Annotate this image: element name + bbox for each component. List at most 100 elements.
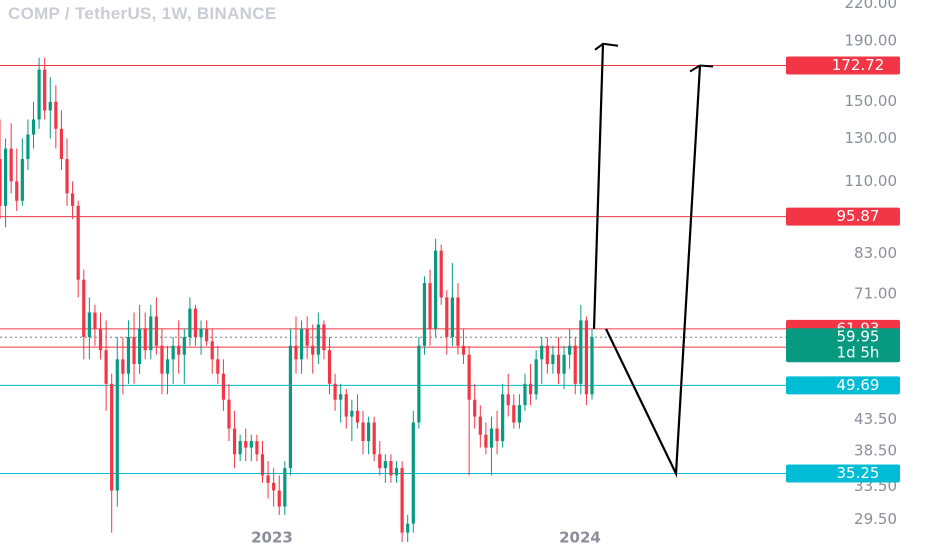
projection-arrow-dip xyxy=(605,65,702,478)
candle-body xyxy=(417,345,421,423)
candle-body xyxy=(154,316,158,346)
candle-body xyxy=(456,297,460,346)
candle-body xyxy=(394,468,399,476)
candle-body xyxy=(590,337,594,395)
candle-body xyxy=(551,354,555,365)
candle-body xyxy=(110,383,114,491)
candle-body xyxy=(562,354,566,374)
y-tick-label: 220.00 xyxy=(845,0,898,12)
candle-body xyxy=(171,345,175,360)
current-price-badge xyxy=(786,328,900,363)
candle-body xyxy=(244,441,248,448)
candle-body xyxy=(121,359,125,374)
y-tick-label: 130.00 xyxy=(845,129,898,147)
candle-body xyxy=(115,359,119,491)
candle-body xyxy=(138,328,142,365)
candle-body xyxy=(523,383,527,406)
candle-body xyxy=(165,359,170,374)
candle-body xyxy=(20,159,24,201)
candle-body xyxy=(489,428,494,448)
candle-body xyxy=(26,134,30,160)
current-price-label: 59.95 xyxy=(837,328,880,346)
candle-body xyxy=(255,441,259,455)
candle-body xyxy=(149,316,153,351)
candle-body xyxy=(299,328,304,360)
candle-body xyxy=(484,434,488,448)
candle-body xyxy=(288,345,293,469)
candle-body xyxy=(445,297,449,337)
candle-body xyxy=(501,394,505,442)
candle-body xyxy=(160,345,164,374)
level-label: 172.72 xyxy=(832,56,885,74)
candle-body xyxy=(31,119,36,135)
candle-body xyxy=(132,336,136,365)
chart-title: COMP / TetherUS, 1W, BINANCE xyxy=(8,4,277,23)
candle-body xyxy=(272,482,276,491)
y-tick-label: 43.50 xyxy=(854,410,897,428)
candle-body xyxy=(372,422,376,455)
candle-body xyxy=(193,308,198,337)
candle-body xyxy=(422,283,427,346)
candle-body xyxy=(568,345,572,355)
candle-body xyxy=(339,394,343,400)
level-label: 49.69 xyxy=(837,376,880,394)
arrow-head xyxy=(594,42,619,51)
candle-body xyxy=(434,250,438,329)
candle-body xyxy=(59,128,64,160)
level-badge xyxy=(786,376,900,395)
candle-body xyxy=(327,350,332,384)
level-label: 35.25 xyxy=(837,464,880,482)
level-badge xyxy=(786,207,900,226)
candle-body xyxy=(294,345,298,360)
candle-body xyxy=(517,405,521,423)
candle-body xyxy=(82,279,86,337)
candle-body xyxy=(232,428,237,455)
candle-body xyxy=(37,69,41,120)
candle-body xyxy=(283,468,287,507)
candle-body xyxy=(210,341,214,360)
candle-body xyxy=(316,324,320,355)
candle-body xyxy=(495,428,499,442)
candle-body xyxy=(355,410,360,423)
candle-body xyxy=(534,359,538,395)
candle-body xyxy=(71,193,75,206)
current-price-countdown: 1d 5h xyxy=(837,344,880,362)
y-tick-label: 71.00 xyxy=(854,284,897,302)
projection-arrow-up xyxy=(592,43,605,329)
candle-body xyxy=(3,148,8,206)
candle-body xyxy=(361,422,365,442)
candle-body xyxy=(238,441,242,455)
candle-body xyxy=(205,328,209,342)
candle-body xyxy=(400,468,404,533)
y-tick-label: 83.00 xyxy=(854,244,897,262)
candle-body xyxy=(249,441,253,448)
candle-body xyxy=(322,324,326,351)
candle-body xyxy=(65,159,69,194)
candle-body xyxy=(9,148,13,182)
candle-body xyxy=(0,159,2,206)
candle-body xyxy=(528,383,533,395)
y-tick-label: 190.00 xyxy=(845,32,898,50)
y-tick-label: 38.50 xyxy=(854,441,897,459)
x-tick-label: 2023 xyxy=(251,529,293,547)
candle-body xyxy=(545,345,549,365)
candle-body xyxy=(411,422,415,524)
candle-body xyxy=(216,359,220,374)
candle-body xyxy=(344,394,348,417)
candle-body xyxy=(506,394,510,406)
candle-body xyxy=(76,205,80,280)
arrow-head xyxy=(689,64,714,73)
candle-body xyxy=(579,320,583,384)
candle-body xyxy=(15,181,19,201)
candle-body xyxy=(406,523,410,533)
y-tick-label: 150.00 xyxy=(845,92,898,110)
candle-body xyxy=(439,250,443,298)
candle-body xyxy=(93,312,97,329)
candle-body xyxy=(182,336,186,355)
candle-body xyxy=(87,312,91,337)
candle-body xyxy=(478,416,482,435)
y-tick-label: 29.50 xyxy=(854,510,897,528)
candle-body xyxy=(389,461,393,476)
level-badge xyxy=(786,464,900,483)
